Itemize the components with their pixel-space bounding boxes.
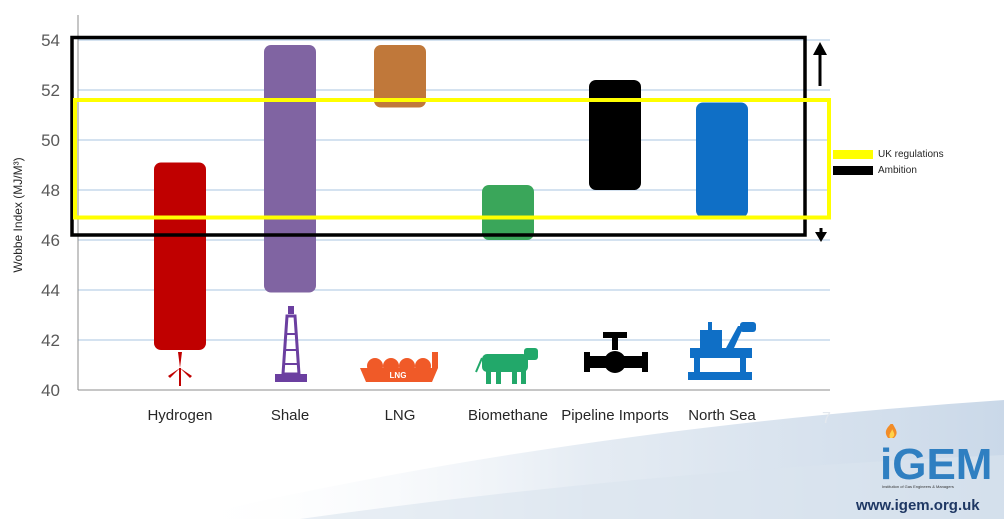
x-label-shale: Shale	[271, 407, 309, 424]
range-bar-hydrogen	[154, 162, 206, 350]
legend-swatch-uk-regulations	[833, 149, 873, 159]
legend-item-uk-regulations: UK regulations	[833, 146, 944, 162]
y-tick-label: 52	[41, 81, 60, 100]
y-tick-label: 46	[41, 231, 60, 250]
y-tick-label: 40	[41, 381, 60, 400]
x-label-hydrogen: Hydrogen	[147, 407, 212, 424]
y-tick-label: 42	[41, 331, 60, 350]
legend-swatch-ambition	[833, 165, 873, 175]
range-bar-pipeline-imports	[589, 80, 641, 190]
y-tick-label: 44	[41, 281, 60, 300]
flame-inner-icon	[889, 429, 895, 438]
y-tick-label: 54	[41, 31, 60, 50]
x-label-lng: LNG	[385, 407, 416, 424]
y-tick-label: 50	[41, 131, 60, 150]
y-axis: 40 42 44 46 48 50 52 54	[41, 15, 830, 400]
igem-logo: iGEM Institution of Gas Engineers & Mana…	[880, 424, 992, 489]
y-tick-label: 48	[41, 181, 60, 200]
band-ambition	[70, 35, 807, 237]
logo-subtitle: Institution of Gas Engineers & Managers	[882, 484, 954, 489]
range-bar-shale	[264, 45, 316, 293]
chart-legend: UK regulations Ambition	[833, 146, 944, 178]
x-axis-labels: Hydrogen Shale LNG Biomethane Pipeline Impor…	[147, 407, 756, 424]
band-uk-regulations	[73, 98, 831, 220]
x-label-pipeline-imports: Pipeline Imports	[561, 407, 669, 424]
bands	[70, 35, 831, 237]
range-bar-biomethane	[482, 185, 534, 240]
range-bars	[154, 45, 748, 350]
x-label-north-sea: North Sea	[688, 407, 756, 424]
legend-label-uk-regulations: UK regulations	[878, 148, 944, 160]
legend-label-ambition: Ambition	[878, 164, 917, 176]
y-axis-label: Wobbe Index (MJ/M³)	[11, 157, 25, 272]
background-swoosh-lower	[300, 455, 1004, 519]
range-bar-lng	[374, 45, 426, 108]
down-arrowhead-icon	[815, 232, 827, 242]
legend-item-ambition: Ambition	[833, 162, 944, 178]
website-link[interactable]: www.igem.org.uk	[856, 497, 980, 514]
range-arrows	[813, 42, 827, 242]
slide-number: 7	[822, 410, 831, 427]
x-label-biomethane: Biomethane	[468, 407, 548, 424]
range-bar-north-sea	[696, 102, 748, 218]
up-arrowhead-icon	[813, 42, 827, 55]
logo-word: iGEM	[880, 440, 992, 489]
